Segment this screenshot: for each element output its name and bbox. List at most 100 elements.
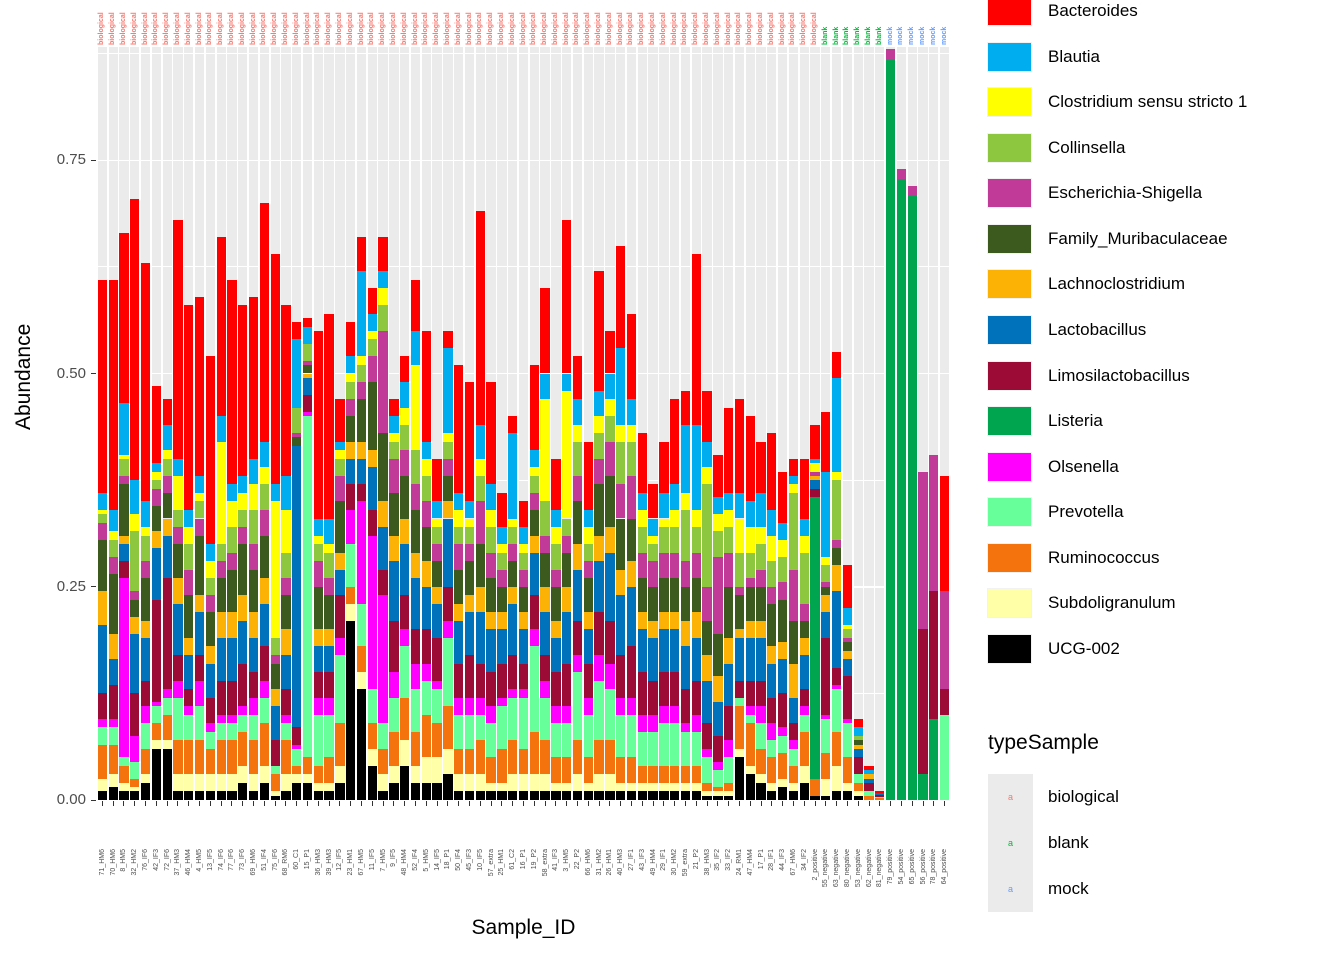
bar-8_HM5-segment-Blautia <box>119 403 129 455</box>
x-tick-label-31_HM2: 31_HM2 <box>595 849 603 876</box>
bar-46_HM4-segment-UCG-002 <box>184 791 194 800</box>
bar-12_IF5-segment-Lactobacillus <box>335 569 345 596</box>
bar-4_HM5-segment-Subdoligranulum <box>194 774 205 792</box>
strip-label-61_C2: biological <box>508 12 516 45</box>
bar-67_HM6-segment-UCG-002 <box>788 791 799 800</box>
x-tick <box>393 801 395 806</box>
bar-77_IF6-segment-Escherichia-Shigella <box>227 552 237 570</box>
bar-40_HM3-segment-Bacteroides <box>616 245 626 348</box>
bar-46_HM4-segment-Prevotella <box>184 714 194 741</box>
bar-3_HM5-segment-Collinsella <box>562 518 572 536</box>
bar-46_HM4-segment-Escherichia-Shigella <box>184 569 194 596</box>
bar-46_HM4-segment-Limosilactobacillus <box>184 689 194 707</box>
x-tick <box>911 801 913 806</box>
legend-key-Lachnoclostridium <box>988 270 1031 299</box>
bar-58_extra-segment-Subdoligranulum <box>540 774 550 792</box>
bar-62_negative-segment-Lactobacillus <box>864 778 874 783</box>
bar-12_IF5-segment-Family_Muribaculaceae <box>335 501 345 553</box>
bar-69_HM6-segment-Lachnoclostridium <box>248 612 259 638</box>
bar-9_IF5-segment-Lactobacillus <box>389 561 399 621</box>
bar-39_HM3-segment-Lachnoclostridium <box>324 629 334 647</box>
bar-51_IF4-segment-Collinsella <box>259 484 269 510</box>
bar-55_negative-segment-Ruminococcus <box>821 753 831 779</box>
bar-5_HM5-segment-Prevotella <box>421 680 431 715</box>
bar-32_HM2-segment-Family_Muribaculaceae <box>130 599 140 617</box>
bar-44_IF3-segment-Lachnoclostridium <box>777 642 788 660</box>
x-tick <box>857 801 859 806</box>
bar-68_RM6-segment-UCG-002 <box>281 791 291 800</box>
strip-label-71_HM6: biological <box>98 12 106 45</box>
x-tick <box>479 801 481 806</box>
bar-4_HM5-segment-Family_Muribaculaceae <box>194 535 205 596</box>
bar-59_extra-segment-Subdoligranulum <box>680 782 691 792</box>
panel-column <box>788 47 799 800</box>
bar-9_IF5-segment-Bacteroides <box>389 399 399 417</box>
strip-label-17_P1: biological <box>757 12 765 45</box>
x-tick-label-73_IF6: 73_IF6 <box>239 849 247 871</box>
bar-44_IF3-segment-Prevotella <box>777 736 788 754</box>
panel-column <box>497 47 507 800</box>
bar-31_HM2-segment-Prevotella <box>594 680 604 741</box>
bar-9_IF5-segment-Family_Muribaculaceae <box>389 492 399 536</box>
strip-label-26_HM1: biological <box>605 12 613 45</box>
bar-57_extra-segment-Olsenella <box>486 706 496 724</box>
bar-48_HM4-segment-Subdoligranulum <box>400 740 410 766</box>
bar-63_negative-segment-Limosilactobacillus <box>831 667 842 685</box>
bar-41_IF3-segment-Collinsella <box>551 544 561 570</box>
bar-34_IF2-segment-Olsenella <box>799 706 809 715</box>
bar-60_C1-segment-Collinsella <box>292 407 302 434</box>
strip-label-76_IF6: biological <box>141 12 149 45</box>
bar-11_IF5-segment-Prevotella <box>367 689 377 724</box>
bar-30_HM2-segment-Prevotella <box>670 723 680 766</box>
legend-key-Subdoligranulum <box>988 589 1031 618</box>
bar-77_IF6-segment-Clostridium sensu stricto 1 <box>227 501 237 528</box>
bar-44_IF3-segment-Lactobacillus <box>777 659 788 694</box>
bar-35_IF2-segment-Ruminococcus <box>713 787 723 792</box>
bar-71_HM6-segment-Escherichia-Shigella <box>97 522 108 540</box>
strip-label-36_HM3: biological <box>314 12 322 45</box>
bar-21_P2-segment-Family_Muribaculaceae <box>691 578 701 613</box>
bar-13_IF5-segment-Escherichia-Shigella <box>205 595 216 613</box>
bar-43_IF3-segment-Limosilactobacillus <box>637 672 647 715</box>
bar-41_IF3-segment-Ruminococcus <box>551 757 561 783</box>
bar-31_HM2-segment-Bacteroides <box>594 271 604 391</box>
bar-39_HM3-segment-Subdoligranulum <box>324 782 334 792</box>
bar-30_HM2-segment-Ruminococcus <box>670 765 680 783</box>
strip-label-58_extra: biological <box>541 12 549 45</box>
bar-70_HM6-segment-Olsenella <box>108 718 118 728</box>
x-tick <box>296 801 298 806</box>
bar-5_HM5-segment-Subdoligranulum <box>421 757 431 783</box>
bar-51_IF4-segment-Subdoligranulum <box>259 765 269 783</box>
legend-label-Escherichia-Shigella: Escherichia-Shigella <box>1048 183 1203 203</box>
bar-55_negative-segment-Subdoligranulum <box>821 778 831 796</box>
bar-50_IF4-segment-Lactobacillus <box>454 620 464 664</box>
legend-label-Collinsella: Collinsella <box>1048 137 1126 157</box>
bar-47_HM4-segment-Ruminococcus <box>745 723 755 766</box>
bar-42_IF3-segment-Collinsella <box>151 480 162 489</box>
bar-46_HM4-segment-Collinsella <box>184 544 194 570</box>
bar-61_C2-segment-Bacteroides <box>508 416 518 434</box>
bar-34_IF2-segment-Blautia <box>799 518 809 536</box>
bar-45_IF3-segment-Olsenella <box>464 697 475 715</box>
bar-12_IF5-segment-Olsenella <box>335 637 345 655</box>
bar-13_IF5-segment-Limosilactobacillus <box>205 697 216 724</box>
x-tick-label-5_HM5: 5_HM5 <box>422 849 430 872</box>
bar-70_HM6-segment-Bacteroides <box>108 279 118 510</box>
bar-80_negative-segment-Blautia <box>842 608 853 626</box>
bar-26_HM1-segment-Blautia <box>605 373 615 400</box>
strip-label-49_HM4: biological <box>649 12 657 45</box>
bar-42_IF3-segment-Prevotella <box>151 706 162 724</box>
bar-60_C1-segment-Limosilactobacillus <box>292 727 302 745</box>
bar-27_IF1-segment-Blautia <box>626 399 637 425</box>
bar-26_HM1-segment-Ruminococcus <box>605 740 615 775</box>
bar-75_IF6-segment-Collinsella <box>270 637 280 655</box>
bar-35_IF2-segment-Lachnoclostridium <box>713 676 723 702</box>
bar-31_HM2-segment-Ruminococcus <box>594 740 604 775</box>
bar-27_IF1-segment-UCG-002 <box>626 791 637 800</box>
bar-41_IF3-segment-Lactobacillus <box>551 637 561 673</box>
x-tick <box>263 801 265 806</box>
bar-55_negative-segment-UCG-002 <box>821 795 831 800</box>
bar-70_HM6-segment-Ruminococcus <box>108 744 118 775</box>
bar-5_HM5-segment-Family_Muribaculaceae <box>421 527 431 562</box>
bar-25_HM1-segment-Blautia <box>497 527 507 545</box>
